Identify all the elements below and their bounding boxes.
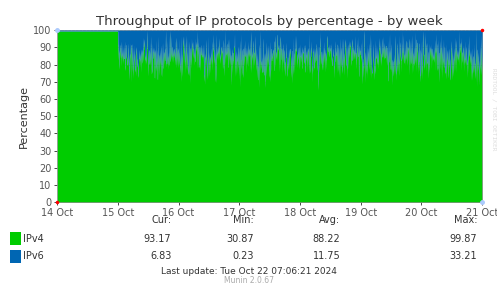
Text: Last update: Tue Oct 22 07:06:21 2024: Last update: Tue Oct 22 07:06:21 2024: [161, 267, 336, 276]
Y-axis label: Percentage: Percentage: [19, 85, 29, 148]
Text: IPv4: IPv4: [23, 234, 44, 244]
Text: IPv6: IPv6: [23, 251, 44, 261]
Text: 93.17: 93.17: [144, 234, 171, 244]
Text: Cur:: Cur:: [152, 215, 171, 225]
Text: 6.83: 6.83: [150, 251, 171, 261]
Text: Max:: Max:: [454, 215, 477, 225]
Text: 33.21: 33.21: [449, 251, 477, 261]
Text: 30.87: 30.87: [226, 234, 253, 244]
Text: 99.87: 99.87: [449, 234, 477, 244]
Text: Munin 2.0.67: Munin 2.0.67: [224, 276, 273, 285]
Text: RRDTOOL / TOBI OETIKER: RRDTOOL / TOBI OETIKER: [491, 68, 496, 150]
Text: 88.22: 88.22: [313, 234, 340, 244]
Text: 11.75: 11.75: [313, 251, 340, 261]
Title: Throughput of IP protocols by percentage - by week: Throughput of IP protocols by percentage…: [96, 15, 443, 28]
Text: 0.23: 0.23: [232, 251, 253, 261]
Text: Avg:: Avg:: [319, 215, 340, 225]
Text: Min:: Min:: [233, 215, 253, 225]
